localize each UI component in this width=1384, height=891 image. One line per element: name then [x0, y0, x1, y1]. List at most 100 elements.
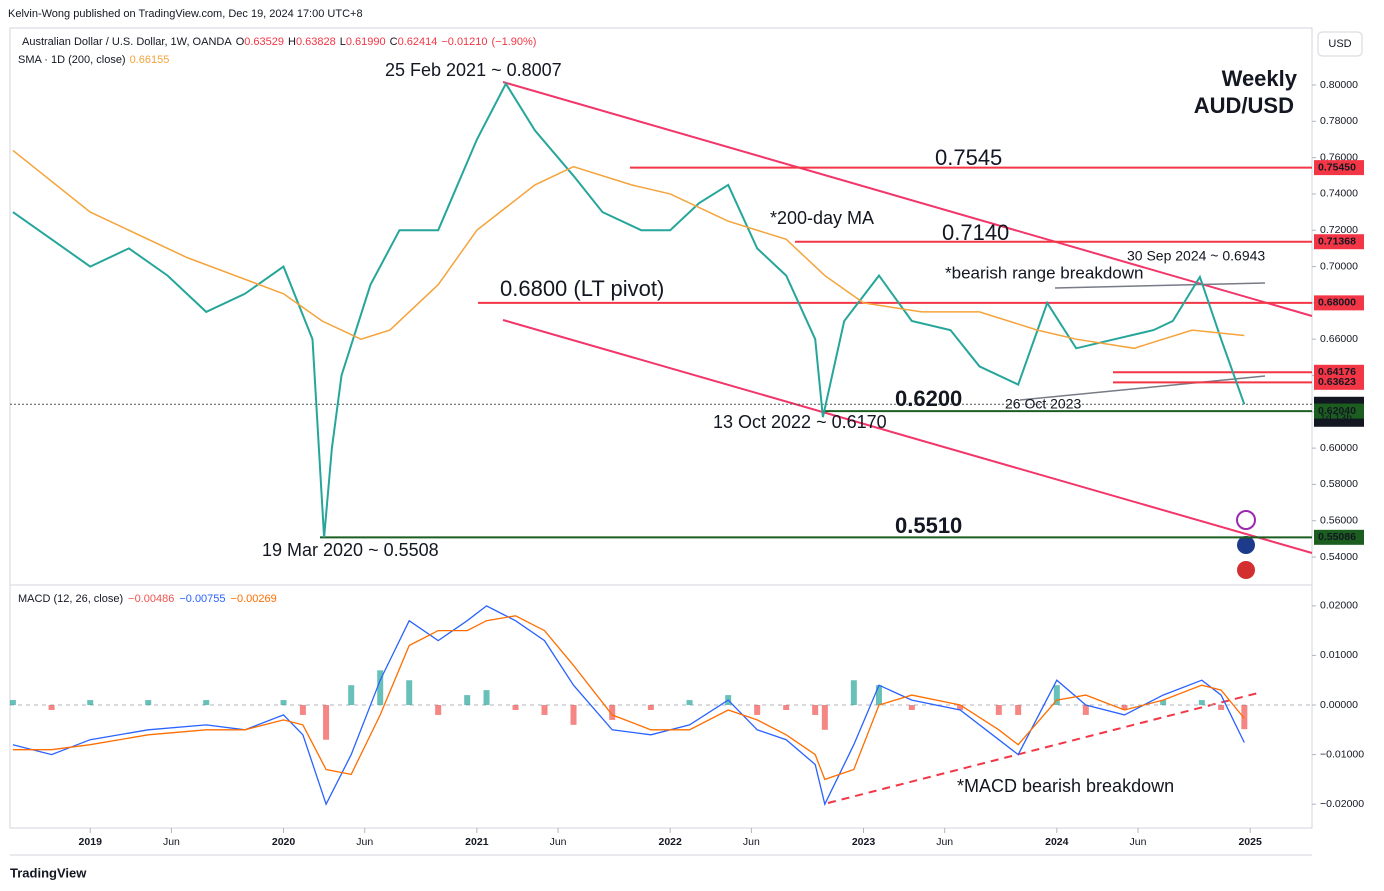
- x-tick-label: Jun: [356, 836, 373, 848]
- ohlc-key: O: [236, 36, 245, 48]
- annotation: 25 Feb 2021 ~ 0.8007: [385, 60, 562, 80]
- x-tick-label: Jun: [1130, 836, 1147, 848]
- annotation: 26 Oct 2023: [1005, 396, 1081, 412]
- y-tick-label: −0.02000: [1320, 798, 1364, 810]
- y-tick-label: 0.01000: [1320, 649, 1358, 661]
- histogram-bar: [1082, 705, 1089, 715]
- histogram-bar: [323, 705, 330, 740]
- price-label: 0.63623: [1318, 376, 1356, 388]
- histogram-bar: [957, 705, 964, 710]
- x-tick-label: 2021: [465, 836, 489, 848]
- y-tick-label: 0.72000: [1320, 224, 1358, 236]
- histogram-bar: [541, 705, 548, 715]
- currency-button[interactable]: [1317, 31, 1363, 57]
- price-label-bg: [1314, 374, 1364, 390]
- sma-name: SMA · 1D (200, close): [18, 54, 126, 66]
- price-label-bg: [1314, 529, 1364, 545]
- histogram-bar: [908, 705, 915, 710]
- currency[interactable]: USD: [1328, 38, 1351, 50]
- price-line: [12, 81, 1246, 538]
- annotation: 0.5510: [895, 513, 962, 538]
- price-label-bg: [1314, 403, 1364, 419]
- histogram-bar: [145, 700, 152, 706]
- ohlc-value: 0.63529: [244, 36, 284, 48]
- x-tick-label: 2022: [659, 836, 683, 848]
- ohlc-key: C: [390, 36, 398, 48]
- histogram-bar: [1160, 700, 1167, 706]
- countdown: 1d 13h: [1320, 412, 1352, 424]
- histogram-bar: [570, 705, 577, 725]
- ohlc-key: H: [288, 36, 296, 48]
- change: −0.01210: [441, 36, 487, 48]
- y-tick-label: 0.78000: [1320, 115, 1358, 127]
- histogram-bar: [203, 700, 210, 706]
- histogram-bar: [821, 705, 828, 730]
- event-icon[interactable]: [1236, 510, 1256, 530]
- histogram-bar: [754, 705, 761, 715]
- histogram-bar: [1121, 705, 1128, 710]
- histogram-bar: [1218, 705, 1225, 710]
- price-label-bg: [1314, 160, 1364, 176]
- price-label-bg: [1314, 234, 1364, 250]
- histogram-bar: [686, 700, 693, 706]
- histogram-bar: [995, 705, 1002, 715]
- y-tick-label: 0.58000: [1320, 478, 1358, 490]
- histogram-bar: [87, 700, 94, 706]
- annotation: *bearish range breakdown: [945, 263, 1143, 282]
- y-tick-label: 0.56000: [1320, 515, 1358, 527]
- legend: Australian Dollar / U.S. Dollar, 1W, OAN…: [22, 36, 536, 48]
- histogram-bar: [875, 685, 882, 706]
- histogram-bar: [435, 705, 442, 715]
- y-tick-label: 0.70000: [1320, 260, 1358, 272]
- histogram-bar: [1015, 705, 1022, 715]
- channel-lower: [502, 319, 1313, 554]
- price-label: 0.75450: [1318, 161, 1356, 173]
- macd-trendline: [827, 691, 1263, 804]
- x-tick-label: 2023: [852, 836, 876, 848]
- symbol: Australian Dollar / U.S. Dollar, 1W, OAN…: [22, 36, 232, 48]
- annotation: 0.7545: [935, 145, 1002, 170]
- price-label: 0.68000: [1318, 297, 1356, 309]
- histogram-bar: [647, 705, 654, 710]
- price-label: 0.62040: [1318, 405, 1356, 417]
- annotation: 19 Mar 2020 ~ 0.5508: [262, 540, 439, 560]
- histogram-bar: [406, 680, 413, 706]
- histogram-bar: [850, 680, 857, 706]
- event-icon[interactable]: [1237, 536, 1255, 554]
- y-tick-label: 0.60000: [1320, 442, 1358, 454]
- event-icon[interactable]: [1237, 561, 1255, 579]
- macd-value: −0.00269: [231, 593, 277, 605]
- histogram-bar: [512, 705, 519, 710]
- plot-frame: [9, 27, 1313, 829]
- x-tick-label: 2024: [1045, 836, 1069, 848]
- channel-upper: [502, 81, 1313, 317]
- y-tick-label: 0.02000: [1320, 600, 1358, 612]
- y-tick-label: 0.80000: [1320, 79, 1358, 91]
- x-tick-label: 2019: [79, 836, 103, 848]
- histogram-bar: [483, 690, 490, 706]
- change-pct: (−1.90%): [492, 36, 537, 48]
- macd-name: MACD (12, 26, close): [18, 593, 123, 605]
- annotation: *MACD bearish breakdown: [957, 776, 1174, 796]
- annotation: 0.6200: [895, 386, 962, 411]
- histogram-bar: [9, 700, 16, 706]
- histogram-bar: [299, 705, 306, 715]
- annotation: AUD/USD: [1194, 93, 1294, 118]
- x-tick-label: Jun: [550, 836, 567, 848]
- sma-line: [12, 149, 1245, 350]
- price-label-bg: [1314, 295, 1364, 311]
- annotation: 0.7140: [942, 220, 1009, 245]
- histogram-bar: [609, 705, 616, 720]
- ohlc-value: 0.61990: [346, 36, 386, 48]
- histogram-bar: [464, 695, 471, 706]
- ohlc-value: 0.62414: [398, 36, 438, 48]
- histogram-bar: [280, 700, 287, 706]
- y-tick-label: 0.00000: [1320, 699, 1358, 711]
- signal-line: [12, 615, 1245, 781]
- y-tick-label: −0.01000: [1320, 748, 1364, 760]
- y-tick-label: 0.54000: [1320, 551, 1358, 563]
- histogram-bar: [783, 705, 790, 710]
- range-bottom-line: [1019, 375, 1266, 401]
- histogram-bar: [48, 705, 55, 710]
